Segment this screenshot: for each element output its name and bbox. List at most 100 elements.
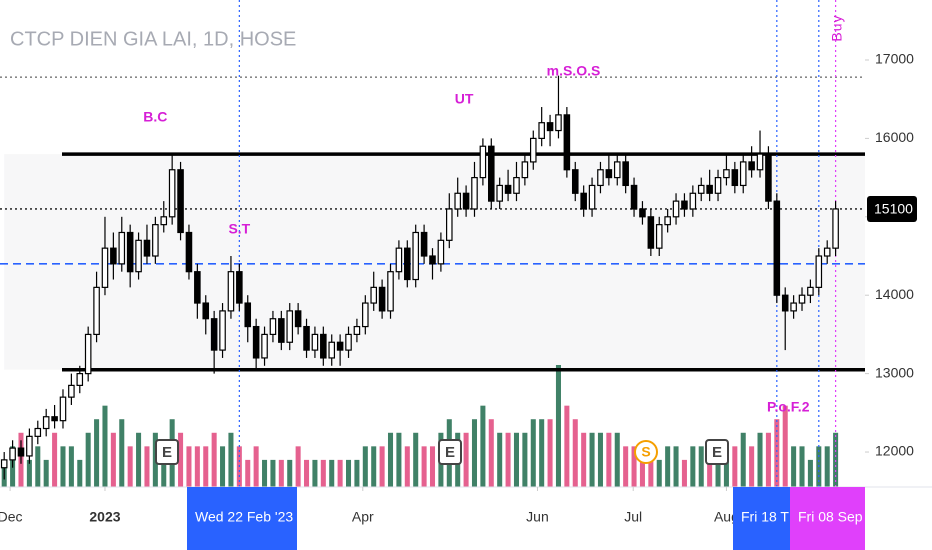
volume-layer — [1, 365, 839, 487]
earnings-icon[interactable] — [705, 439, 729, 465]
volume-bar — [639, 446, 645, 487]
candle-body — [101, 247, 109, 288]
x-tick-label: Apr — [352, 509, 374, 525]
volume-bar — [782, 405, 788, 487]
last-price-label: 15100 — [874, 201, 913, 217]
x-tick-label: Dec — [0, 509, 23, 525]
volume-bar — [77, 459, 83, 487]
volume-bar — [505, 432, 511, 487]
date-marker-label: Fri 08 Sep '2 — [798, 509, 877, 525]
x-tick-label: 2023 — [89, 509, 120, 525]
volume-bar — [597, 432, 603, 487]
y-tick-label: 16000 — [875, 129, 914, 145]
candle-body — [26, 435, 33, 457]
earnings-icon-glyph: E — [445, 444, 455, 461]
chart-title: CTCP DIEN GIA LAI, 1D, HOSE — [10, 28, 296, 50]
candle-body — [84, 333, 92, 375]
volume-bar — [68, 446, 74, 487]
candle-body — [714, 176, 722, 194]
candle-body — [487, 145, 495, 202]
candle-body — [790, 302, 797, 312]
candle-body — [454, 192, 461, 210]
candle-body — [294, 310, 302, 328]
volume-bar — [413, 432, 419, 487]
volume-bar — [329, 459, 335, 487]
volume-bar — [295, 446, 301, 487]
volume-bar — [698, 446, 704, 487]
earnings-icon[interactable] — [155, 439, 179, 465]
candle-body — [143, 239, 151, 257]
date-marker-label: Wed 22 Feb '23 — [195, 509, 293, 525]
volume-bar — [497, 432, 503, 487]
candle-body — [286, 310, 294, 343]
volume-bar — [178, 432, 184, 487]
candle-body — [823, 247, 831, 257]
candle-body — [345, 333, 352, 351]
candle-body — [622, 161, 629, 187]
volume-bar — [631, 446, 637, 487]
volume-bar — [807, 459, 813, 487]
volume-bar — [253, 446, 259, 487]
candle-body — [9, 447, 16, 461]
volume-bar — [648, 446, 654, 487]
candle-body — [328, 341, 336, 359]
candle-body — [412, 231, 419, 281]
candle-body — [571, 169, 579, 194]
volume-bar — [161, 446, 167, 487]
price-axis — [865, 0, 932, 550]
candle-body — [513, 176, 520, 194]
volume-bar — [245, 459, 251, 487]
candle-body — [429, 255, 436, 265]
volume-bar — [186, 446, 192, 487]
earnings-icon-glyph: E — [162, 444, 172, 461]
volume-bar — [119, 419, 125, 487]
volume-bar — [715, 446, 721, 487]
candle-body — [126, 231, 134, 273]
candle-body — [387, 271, 394, 312]
volume-bar — [623, 446, 629, 487]
candle-body — [773, 200, 781, 296]
volume-bar — [681, 459, 687, 487]
candle-body — [580, 192, 587, 210]
axis-layer: 12000130001400015000160001700015100Dec20… — [0, 51, 917, 550]
candle-body — [639, 208, 646, 218]
candle-body — [0, 459, 8, 469]
earnings-icon[interactable] — [438, 439, 462, 465]
annotation: B.C — [143, 109, 167, 125]
candle-body — [76, 373, 84, 386]
volume-bar — [110, 432, 116, 487]
volume-bar — [354, 459, 360, 487]
candle-body — [529, 137, 537, 163]
candle-body — [588, 184, 596, 210]
volume-bar — [614, 432, 620, 487]
candle-body — [420, 231, 428, 257]
candle-body — [135, 239, 142, 273]
volume-bar — [26, 459, 32, 487]
volume-bar — [589, 432, 595, 487]
dividend-icon[interactable] — [634, 440, 658, 464]
date-marker-label: Fri 18 T — [741, 509, 789, 525]
volume-bar — [707, 446, 713, 487]
last-price-badge — [867, 195, 917, 222]
candle-body — [446, 208, 453, 241]
volume-bar — [346, 459, 352, 487]
x-tick-label: Aug — [714, 509, 739, 525]
candle-body — [362, 302, 369, 328]
volume-bar — [43, 459, 49, 487]
volume-bar — [220, 446, 226, 487]
candle-body — [370, 286, 378, 304]
candle-body — [118, 231, 126, 265]
candle-body — [219, 310, 226, 351]
volume-bar — [833, 432, 839, 487]
volume-bar — [287, 459, 293, 487]
volume-bar — [581, 432, 587, 487]
candle-body — [261, 333, 268, 359]
candle-body — [597, 169, 604, 187]
candle-body — [681, 200, 688, 210]
candle-body — [546, 122, 554, 132]
candle-body — [17, 447, 25, 457]
volume-bar — [362, 446, 368, 487]
volume-bar — [312, 459, 318, 487]
candle-body — [555, 114, 562, 132]
volume-bar — [665, 446, 671, 487]
